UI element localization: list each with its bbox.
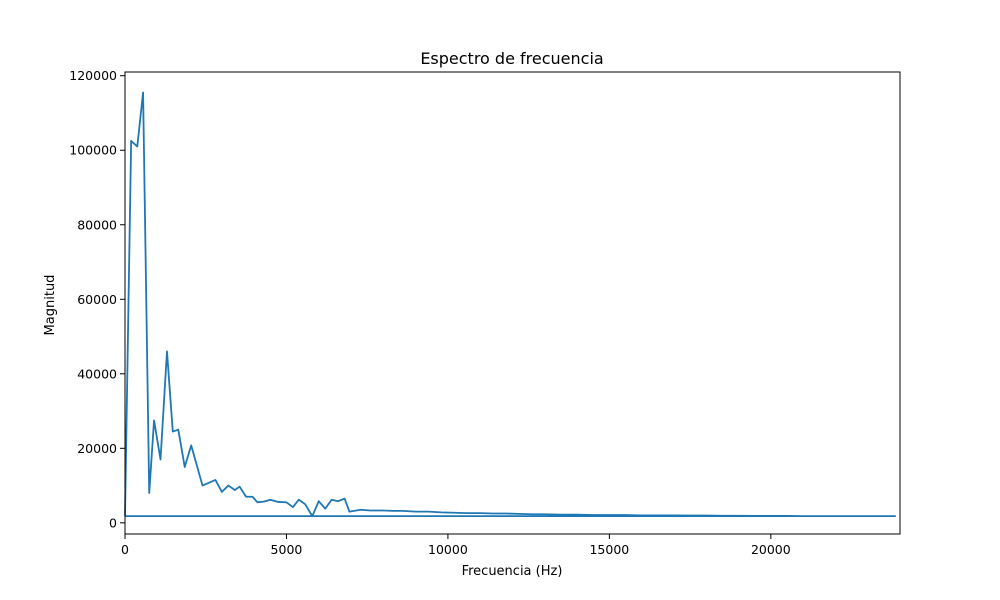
x-tick-label: 20000 [751, 542, 791, 557]
y-tick-label: 80000 [77, 217, 117, 232]
x-tick-label: 0 [121, 542, 129, 557]
y-tick-label: 40000 [77, 366, 117, 381]
x-tick-label: 10000 [428, 542, 468, 557]
x-tick-label: 15000 [589, 542, 629, 557]
y-tick-label: 0 [109, 515, 117, 530]
y-tick-label: 120000 [69, 68, 117, 83]
axes-frame [124, 71, 901, 535]
y-tick-label: 100000 [69, 143, 117, 158]
x-axis-label: Frecuencia (Hz) [462, 564, 563, 579]
axis-ticks: 0 5000 10000 15000 20000 0 20000 40000 60000 8000… [69, 68, 790, 557]
y-tick-label: 20000 [77, 441, 117, 456]
x-tick-label: 5000 [271, 542, 303, 557]
series-line-0 [124, 91, 897, 518]
plot-area [124, 91, 897, 518]
y-tick-label: 60000 [77, 292, 117, 307]
y-axis-label: Magnitud [43, 275, 58, 336]
chart-title: Espectro de frecuencia [420, 49, 603, 68]
